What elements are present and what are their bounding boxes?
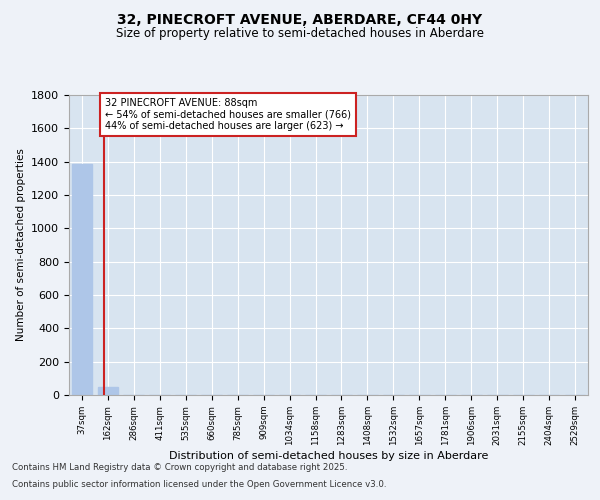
Text: Contains HM Land Registry data © Crown copyright and database right 2025.: Contains HM Land Registry data © Crown c…	[12, 464, 347, 472]
Y-axis label: Number of semi-detached properties: Number of semi-detached properties	[16, 148, 26, 342]
Bar	[71, 164, 92, 395]
Text: 32, PINECROFT AVENUE, ABERDARE, CF44 0HY: 32, PINECROFT AVENUE, ABERDARE, CF44 0HY	[118, 12, 482, 26]
Text: Contains public sector information licensed under the Open Government Licence v3: Contains public sector information licen…	[12, 480, 386, 489]
Text: Size of property relative to semi-detached houses in Aberdare: Size of property relative to semi-detach…	[116, 28, 484, 40]
Bar	[98, 386, 118, 395]
X-axis label: Distribution of semi-detached houses by size in Aberdare: Distribution of semi-detached houses by …	[169, 450, 488, 460]
Text: 32 PINECROFT AVENUE: 88sqm
← 54% of semi-detached houses are smaller (766)
44% o: 32 PINECROFT AVENUE: 88sqm ← 54% of semi…	[106, 98, 352, 130]
